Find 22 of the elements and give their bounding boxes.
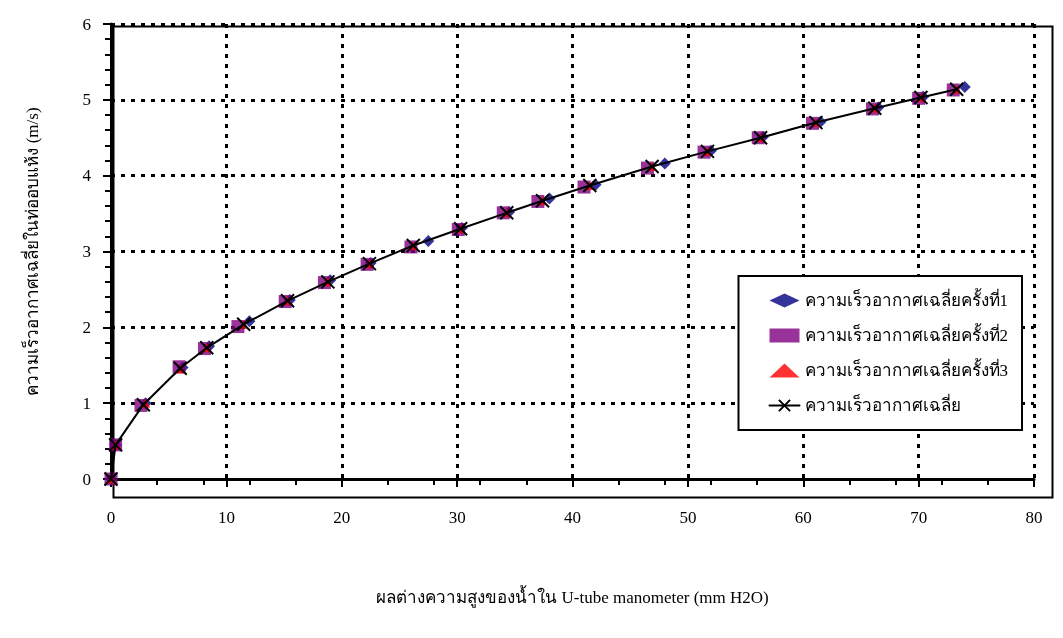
legend-label: ความเร็วอากาศเฉลี่ยครั้งที่3 [804,358,1008,380]
x-axis-title: ผลต่างความสูงของน้ำใน U-tube manometer (mm H2O) [376,585,769,608]
y-tick-label: 0 [82,469,91,489]
x-tick-label: 20 [333,508,351,527]
legend-label: ความเร็วอากาศเฉลี่ยครั้งที่1 [804,288,1008,310]
y-tick-label: 6 [82,14,91,34]
y-tick-label: 4 [82,166,92,186]
y-tick-label: 1 [82,393,91,413]
x-tick-label: 70 [910,508,928,527]
x-tick-label: 40 [564,508,581,527]
legend-label: ความเร็วอากาศเฉลี่ยครั้งที่2 [804,323,1008,345]
x-tick-label: 30 [448,508,466,527]
x-tick-label: 10 [217,508,235,527]
y-tick-label: 3 [82,242,91,261]
x-tick-label: 0 [106,508,116,527]
y-tick-label: 5 [82,90,91,110]
legend-label: ความเร็วอากาศเฉลี่ย [804,393,961,415]
y-axis-title: ความเร็วอากาศเฉลี่ยในท่ออบแห้ง (m/s) [20,107,42,396]
x-tick-label: 80 [1025,508,1043,527]
y-tick-label: 2 [82,317,91,337]
x-tick-label: 60 [794,508,812,527]
x-tick-label: 50 [679,508,697,527]
